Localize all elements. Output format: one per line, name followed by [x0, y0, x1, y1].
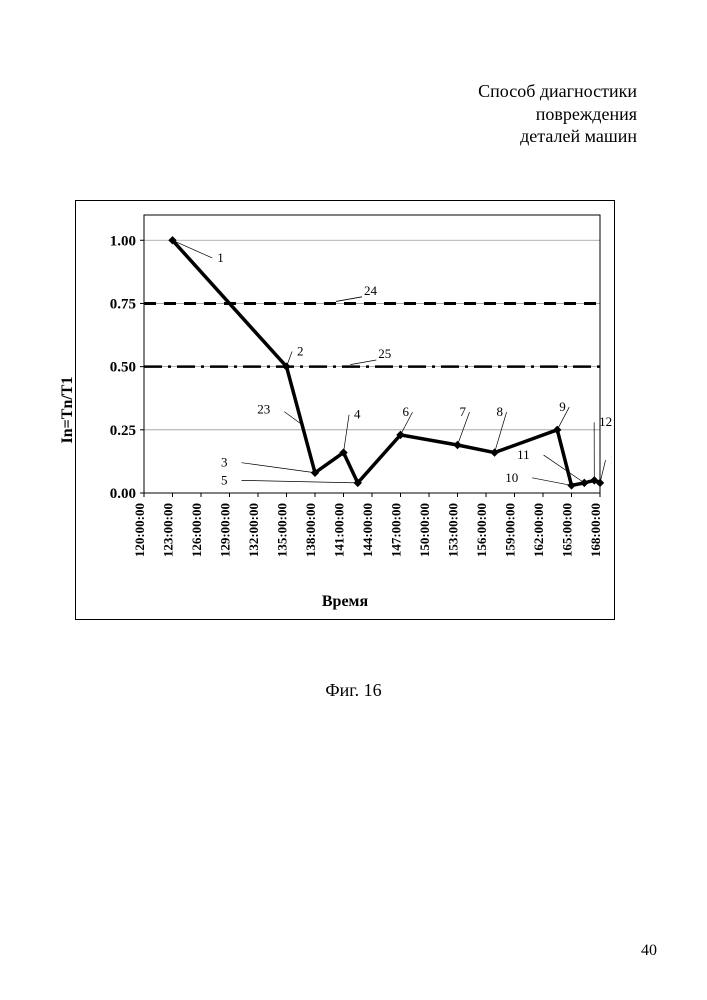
chart-container: In=Tn/T1 Время 0.000.250.500.751.00120:0…	[75, 200, 615, 620]
x-tick-label: 126:00:00	[189, 503, 204, 557]
annotation-label: 5	[221, 472, 228, 487]
annotation-label: 4	[354, 407, 361, 422]
x-tick-label: 159:00:00	[503, 503, 518, 557]
x-axis-label: Время	[322, 593, 368, 611]
annotation-label: 24	[364, 283, 378, 298]
x-tick-label: 165:00:00	[560, 503, 575, 557]
x-tick-label: 138:00:00	[303, 503, 318, 557]
annotation-label: 2	[297, 343, 304, 358]
y-axis-label: In=Tn/T1	[59, 377, 77, 444]
x-tick-label: 150:00:00	[417, 503, 432, 557]
annotation-label: 7	[460, 404, 467, 419]
annotation-label: 8	[497, 404, 504, 419]
x-tick-label: 144:00:00	[360, 503, 375, 557]
x-tick-label: 129:00:00	[218, 503, 233, 557]
y-tick-label: 0.25	[110, 423, 136, 439]
annotation-label: 9	[559, 399, 566, 414]
annotation-label: 3	[221, 455, 228, 470]
y-tick-label: 0.50	[110, 360, 136, 376]
x-tick-label: 147:00:00	[389, 503, 404, 557]
x-tick-label: 156:00:00	[474, 503, 489, 557]
y-tick-label: 1.00	[110, 233, 136, 249]
x-tick-label: 132:00:00	[246, 503, 261, 557]
figure-caption: Фиг. 16	[0, 680, 707, 701]
page: Способ диагностики повреждения деталей м…	[0, 0, 707, 1000]
x-tick-label: 135:00:00	[275, 503, 290, 557]
x-tick-label: 162:00:00	[531, 503, 546, 557]
page-number: 40	[641, 942, 657, 960]
main-series-line	[173, 240, 601, 485]
y-tick-label: 0.75	[110, 296, 136, 312]
header-line-2: повреждения	[478, 103, 637, 126]
x-tick-label: 141:00:00	[332, 503, 347, 557]
header-line-1: Способ диагностики	[478, 80, 637, 103]
header-title: Способ диагностики повреждения деталей м…	[478, 80, 637, 148]
x-tick-label: 168:00:00	[588, 503, 603, 557]
x-tick-label: 123:00:00	[161, 503, 176, 557]
x-tick-label: 120:00:00	[132, 503, 147, 557]
annotation-label: 6	[403, 404, 410, 419]
annotation-label: 12	[599, 414, 612, 429]
y-tick-label: 0.00	[110, 486, 136, 502]
annotation-label: 11	[517, 447, 530, 462]
annotation-label: 13	[611, 452, 612, 467]
chart-svg: 0.000.250.500.751.00120:00:00123:00:0012…	[76, 201, 612, 617]
header-line-3: деталей машин	[478, 125, 637, 148]
annotation-label: 25	[378, 346, 391, 361]
annotation-label: 1	[217, 250, 224, 265]
annotation-label: 23	[257, 402, 270, 417]
annotation-label: 10	[505, 470, 518, 485]
x-tick-label: 153:00:00	[446, 503, 461, 557]
